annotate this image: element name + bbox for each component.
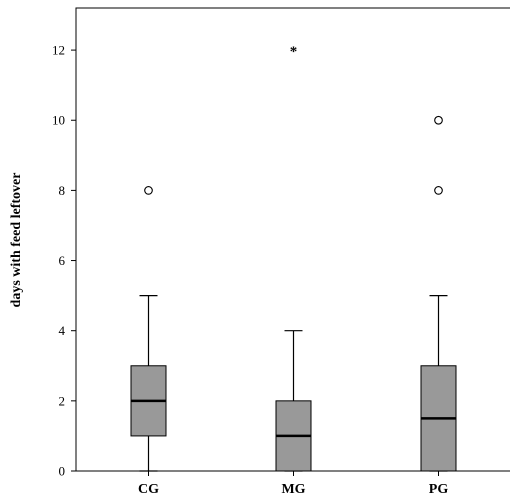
- y-tick-label: 4: [59, 323, 66, 338]
- x-axis: CG MG PG: [138, 471, 448, 497]
- outlier-marker: [434, 115, 443, 125]
- box-group-pg: [420, 115, 457, 472]
- extreme-outlier-marker: *: [290, 44, 298, 60]
- y-tick-label: 10: [52, 113, 65, 128]
- box-group-mg: *: [275, 44, 312, 472]
- y-axis: 0 2 4 6 8 10 12: [52, 43, 76, 479]
- outlier-marker: [144, 186, 153, 195]
- outlier-marker: [434, 186, 443, 195]
- y-axis-title: days with feed leftover: [9, 173, 24, 308]
- x-category-label: CG: [138, 482, 159, 497]
- y-tick-label: 8: [59, 183, 66, 198]
- x-category-label: PG: [429, 482, 449, 497]
- boxes: *: [130, 44, 457, 472]
- y-tick-label: 2: [59, 393, 66, 408]
- y-tick-label: 0: [59, 464, 66, 479]
- y-tick-label: 6: [59, 253, 66, 268]
- box-group-cg: [130, 186, 167, 472]
- x-category-label: MG: [281, 482, 305, 497]
- y-tick-label: 12: [52, 43, 65, 58]
